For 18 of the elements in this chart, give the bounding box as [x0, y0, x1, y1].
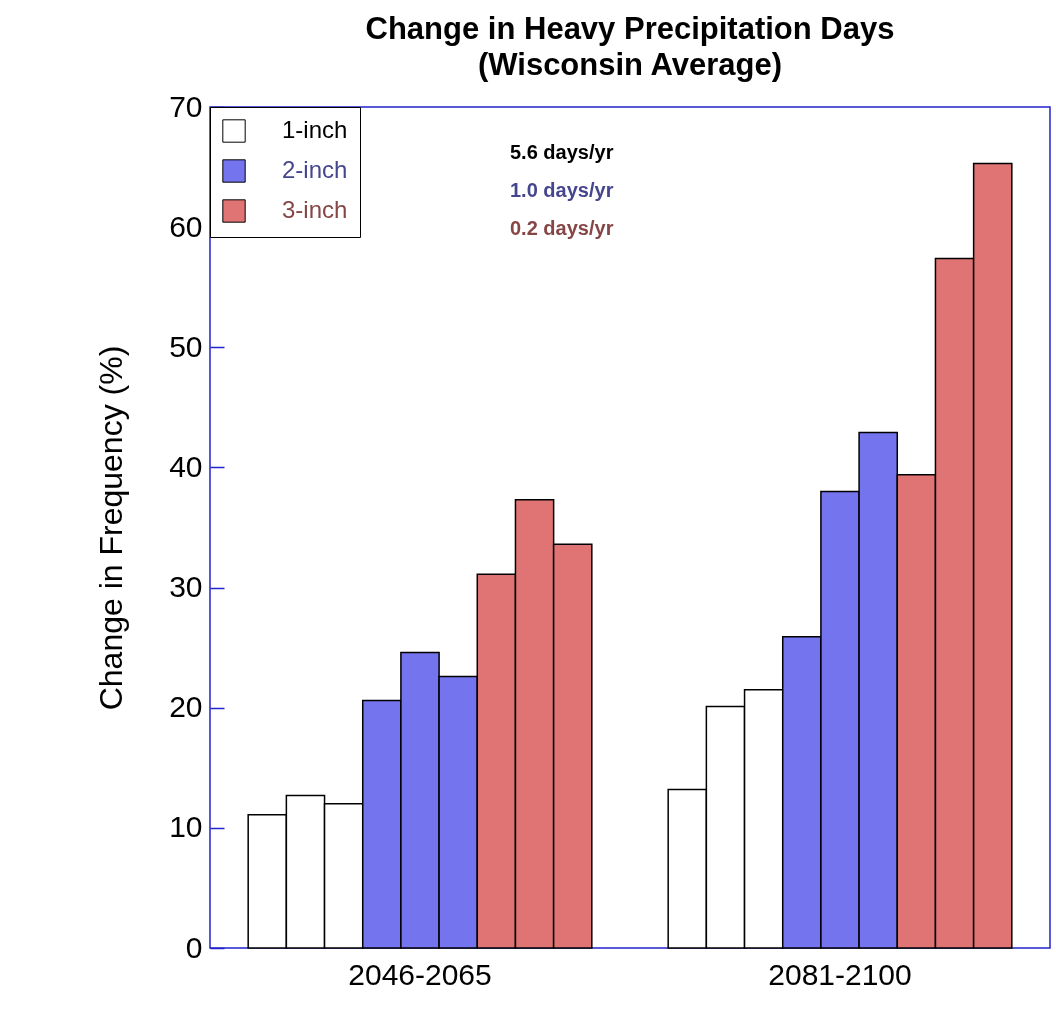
y-axis-title: Change in Frequency (%)	[93, 345, 130, 711]
y-tick-label: 60	[169, 209, 203, 243]
y-tick-label: 0	[185, 930, 203, 964]
y-tick-label: 10	[169, 810, 203, 844]
y-tick-label: 20	[169, 690, 203, 724]
y-tick-label: 40	[169, 449, 203, 483]
legend-label: 2-inch	[282, 156, 348, 183]
y-tick-label: 50	[169, 329, 203, 363]
annotation: 5.6 days/yr	[510, 141, 614, 163]
annotation: 0.2 days/yr	[510, 217, 614, 239]
y-tick-label: 30	[169, 570, 203, 604]
chart-title: Change in Heavy Precipitation Days (Wisconsin Average)	[365, 11, 895, 82]
legend-label: 1-inch	[282, 116, 348, 143]
x-tick-label: 2081-2100	[768, 957, 912, 991]
x-tick-label: 2046-2065	[348, 957, 492, 991]
annotation: 1.0 days/yr	[510, 179, 614, 201]
legend-label: 3-inch	[282, 196, 348, 223]
y-tick-label: 70	[169, 89, 203, 123]
